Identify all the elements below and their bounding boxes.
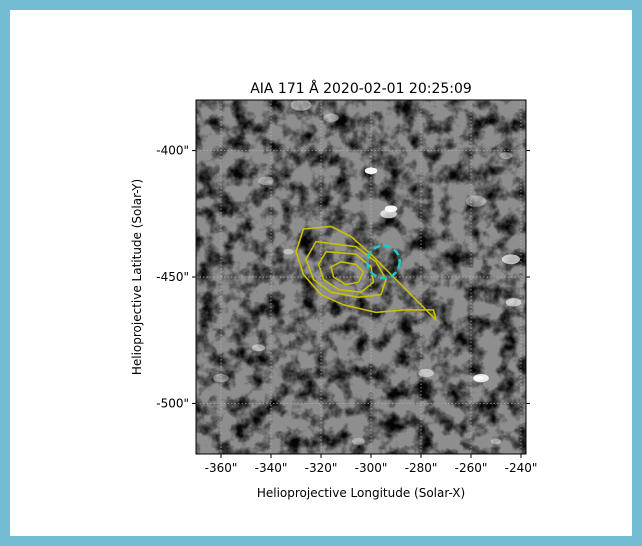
- bright-feature: [465, 195, 487, 207]
- contour-line: [305, 240, 387, 299]
- x-tick-label: -360": [205, 461, 238, 475]
- bright-feature: [323, 113, 339, 122]
- chart-title: AIA 171 Å 2020-02-01 20:25:09: [250, 80, 472, 97]
- contour-line: [295, 225, 437, 321]
- bright-feature: [499, 152, 513, 160]
- bright-feature: [501, 254, 521, 265]
- grid: [196, 100, 526, 454]
- y-tick-label: -500": [156, 396, 189, 410]
- bright-feature: [364, 167, 378, 175]
- x-tick-label: -260": [455, 461, 488, 475]
- x-tick-label: -320": [305, 461, 338, 475]
- x-tick-label: -300": [355, 461, 388, 475]
- bright-feature: [418, 368, 434, 378]
- bright-feature: [352, 437, 365, 445]
- bright-feature: [290, 100, 312, 111]
- bright-feature: [283, 248, 294, 255]
- plot-area: [195, 99, 527, 455]
- bright-feature: [505, 298, 522, 307]
- contour-line: [317, 250, 375, 294]
- x-tick-label: -340": [255, 461, 288, 475]
- contours: [295, 225, 437, 321]
- bright-feature: [213, 373, 229, 383]
- x-tick-label: -280": [405, 461, 438, 475]
- contour-line: [330, 260, 365, 286]
- bright-feature: [252, 344, 265, 352]
- x-axis-label: Helioprojective Longitude (Solar-X): [257, 486, 465, 500]
- source-circle-layer: [365, 244, 402, 280]
- y-tick-label: -450": [156, 270, 189, 284]
- bright-feature: [473, 375, 484, 381]
- source-circle: [365, 244, 402, 280]
- y-axis-label: Helioprojective Latitude (Solar-Y): [130, 179, 144, 375]
- bright-feature: [258, 176, 274, 186]
- x-tick-label: -240": [505, 461, 538, 475]
- bright-feature: [490, 438, 502, 445]
- axes: -360" -340" -320" -300" -280" -260" -240" -400"…: [156, 144, 537, 475]
- y-tick-label: -400": [156, 144, 189, 158]
- bright-feature: [380, 209, 397, 219]
